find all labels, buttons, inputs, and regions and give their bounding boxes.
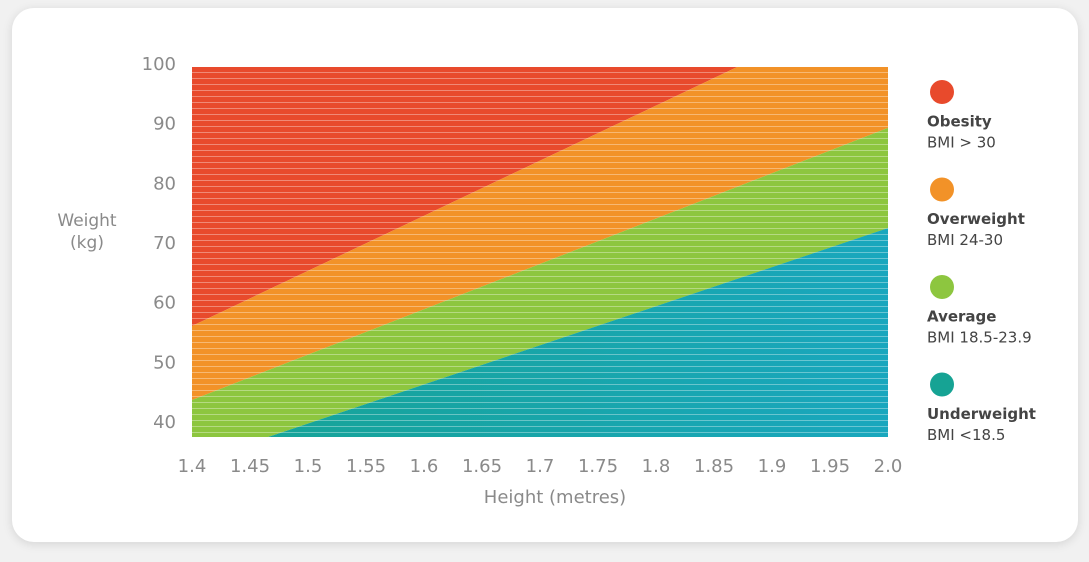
legend-label: BMI 18.5-23.9: [927, 329, 1032, 347]
legend-label: BMI 24-30: [927, 231, 1003, 249]
legend-label: BMI > 30: [927, 134, 996, 152]
legend-name: Underweight: [927, 405, 1036, 423]
y-tick-label: 60: [153, 293, 176, 314]
x-tick-label: 1.75: [578, 456, 618, 477]
legend-name: Obesity: [927, 113, 992, 131]
stripes: [192, 67, 888, 437]
y-tick-label: 90: [153, 114, 176, 135]
x-tick-label: 1.7: [526, 456, 555, 477]
legend-swatch: [930, 177, 954, 202]
x-tick-label: 1.45: [230, 456, 270, 477]
y-tick-label: 70: [153, 233, 176, 254]
x-tick-label: 1.6: [410, 456, 439, 477]
legend-name: Average: [927, 308, 996, 326]
x-tick-label: 1.85: [694, 456, 734, 477]
y-axis-label: Weight (kg): [57, 211, 117, 253]
x-tick-label: 1.4: [178, 456, 207, 477]
x-tick-label: 1.9: [758, 456, 787, 477]
legend-label: BMI <18.5: [927, 426, 1005, 444]
x-tick-label: 2.0: [874, 456, 903, 477]
x-tick-label: 1.65: [462, 456, 502, 477]
x-tick-label: 1.55: [346, 456, 386, 477]
y-tick-label: 100: [142, 54, 176, 75]
legend-swatch: [930, 80, 954, 104]
y-tick-label: 80: [153, 173, 176, 194]
x-tick-label: 1.8: [642, 456, 671, 477]
y-tick-label: 50: [153, 352, 176, 373]
x-tick-label: 1.95: [810, 456, 850, 477]
legend-swatch: [930, 275, 954, 299]
x-tick-label: 1.5: [294, 456, 323, 477]
legend-swatch: [930, 372, 954, 397]
x-axis-label: Height (metres): [484, 487, 626, 508]
y-tick-label: 40: [153, 412, 176, 433]
legend-name: Overweight: [927, 210, 1025, 228]
